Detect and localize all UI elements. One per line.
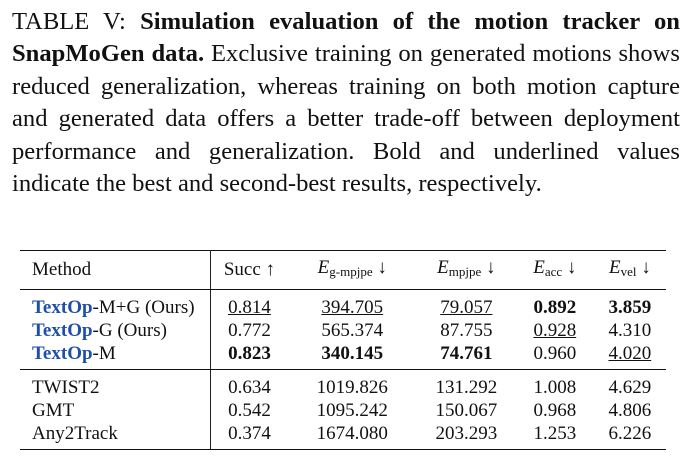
- header-succ: Succ ↑: [210, 250, 288, 290]
- caption-title: Simulation evaluation of the motion trac…: [12, 8, 680, 68]
- table-row: TextOp-M+G (Ours) 0.814 394.705 79.057 0…: [20, 289, 666, 319]
- e-g-mpjpe-cell: 1674.080: [287, 422, 417, 450]
- header-e-acc: Eacc ↓: [515, 250, 594, 290]
- method-cell: TextOp-M+G (Ours): [20, 289, 212, 319]
- e-vel-cell: 4.806: [608, 400, 652, 421]
- table-row: TWIST2 0.634 1019.826 131.292 1.008 4.62…: [20, 369, 666, 399]
- header-method: Method: [20, 250, 212, 290]
- e-acc-cell: 0.892: [533, 297, 577, 318]
- e-g-mpjpe-cell: 394.705: [321, 297, 384, 318]
- e-acc-cell: 0.928: [533, 320, 577, 341]
- succ-cell: 0.634: [228, 377, 271, 398]
- table-row: GMT 0.542 1095.242 150.067 0.968 4.806: [20, 399, 666, 422]
- method-cell: TWIST2: [20, 369, 212, 399]
- e-g-mpjpe-cell: 1095.242: [316, 400, 388, 421]
- e-g-mpjpe-cell: 565.374: [321, 320, 384, 341]
- results-table: Method Succ ↑ Eg-mpjpe ↓ Empjpe ↓ Eacc ↓…: [20, 250, 666, 450]
- table-caption: TABLE V: Simulation evaluation of the mo…: [12, 6, 680, 200]
- e-acc-cell: 0.968: [533, 400, 577, 421]
- e-mpjpe-cell: 87.755: [440, 320, 493, 341]
- e-mpjpe-cell: 131.292: [435, 377, 498, 398]
- e-acc-cell: 1.253: [515, 422, 594, 450]
- e-acc-cell: 0.960: [515, 342, 594, 370]
- e-vel-cell: 4.310: [608, 320, 652, 341]
- succ-cell: 0.772: [228, 320, 271, 341]
- e-vel-cell: 4.020: [593, 342, 666, 370]
- e-vel-cell: 3.859: [608, 297, 652, 318]
- succ-cell: 0.542: [228, 400, 271, 421]
- e-acc-cell: 1.008: [533, 377, 577, 398]
- method-cell: TextOp-M: [20, 342, 212, 370]
- caption-label: TABLE V:: [12, 8, 126, 35]
- header-e-mpjpe: Empjpe ↓: [416, 250, 516, 290]
- header-e-g-mpjpe: Eg-mpjpe ↓: [287, 250, 417, 290]
- caption-body: Exclusive training on generated motions …: [12, 40, 680, 198]
- e-mpjpe-cell: 79.057: [440, 297, 493, 318]
- e-vel-cell: 6.226: [593, 422, 666, 450]
- method-cell: TextOp-G (Ours): [20, 319, 212, 342]
- table-row: TextOp-M 0.823 340.145 74.761 0.960 4.02…: [20, 342, 666, 370]
- e-vel-cell: 4.629: [608, 377, 652, 398]
- e-mpjpe-cell: 203.293: [416, 422, 516, 450]
- succ-cell: 0.823: [210, 342, 288, 370]
- e-g-mpjpe-cell: 340.145: [287, 342, 417, 370]
- method-cell: Any2Track: [20, 422, 212, 450]
- e-mpjpe-cell: 74.761: [416, 342, 516, 370]
- table-row: Any2Track 0.374 1674.080 203.293 1.253 6…: [20, 422, 666, 450]
- method-cell: GMT: [20, 399, 212, 422]
- succ-cell: 0.374: [210, 422, 288, 450]
- header-e-vel: Evel ↓: [593, 250, 666, 290]
- table-header-row: Method Succ ↑ Eg-mpjpe ↓ Empjpe ↓ Eacc ↓…: [20, 250, 666, 290]
- table-row: TextOp-G (Ours) 0.772 565.374 87.755 0.9…: [20, 319, 666, 342]
- succ-cell: 0.814: [228, 297, 271, 318]
- e-mpjpe-cell: 150.067: [435, 400, 498, 421]
- e-g-mpjpe-cell: 1019.826: [316, 377, 388, 398]
